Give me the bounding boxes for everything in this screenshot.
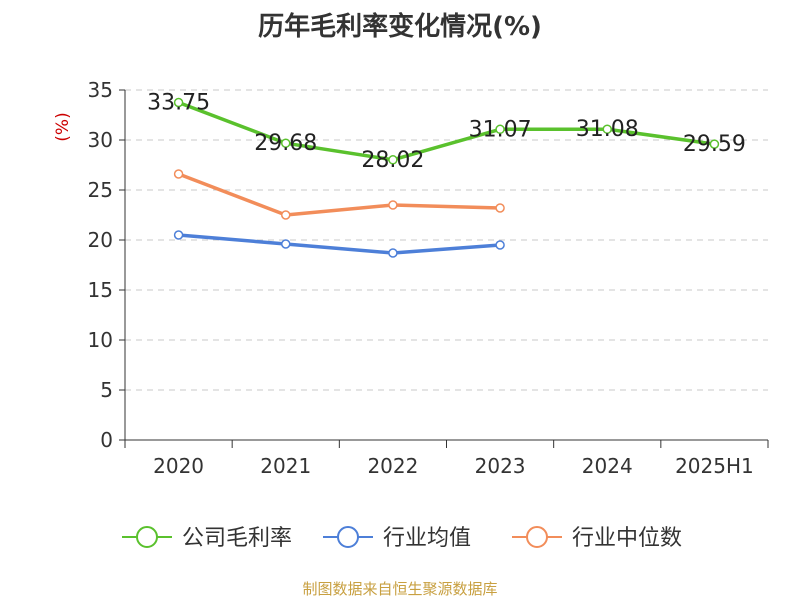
- y-tick-label: 15: [88, 278, 113, 302]
- data-point: [388, 200, 398, 210]
- data-point: [173, 97, 184, 108]
- x-tick-label: 2020: [153, 454, 204, 478]
- data-labels: 33.75 29.68 28.02 31.07 31.08 29.59: [147, 91, 746, 173]
- data-label: 31.08: [576, 117, 639, 142]
- x-tick-label: 2025H1: [675, 454, 754, 478]
- y-tick-label: 20: [88, 228, 113, 252]
- data-point: [602, 124, 612, 134]
- data-label: 31.07: [469, 117, 532, 142]
- data-point: [281, 239, 291, 249]
- data-label: 28.02: [361, 148, 424, 173]
- data-point: [709, 139, 720, 149]
- axes: 0 5 10 15 20 25 30 35 2020 2021 2022 2023 2024 2025H1…: [53, 78, 769, 478]
- legend-marker: [526, 526, 548, 548]
- legend-label: 行业均值: [383, 526, 471, 551]
- data-point: [495, 203, 505, 213]
- x-tick-label: 2023: [475, 454, 526, 478]
- legend-item[interactable]: 行业中位数: [512, 526, 682, 551]
- data-label: 29.59: [683, 132, 746, 157]
- series-line: [177, 172, 501, 217]
- legend-item[interactable]: 行业均值: [323, 526, 471, 551]
- data-point: [281, 138, 291, 148]
- x-tick-label: 2022: [367, 454, 418, 478]
- x-tick-label: 2021: [260, 454, 311, 478]
- series-line: [177, 100, 715, 162]
- y-axis-label: (%): [53, 112, 73, 141]
- data-label: 33.75: [147, 91, 210, 116]
- legend[interactable]: 公司毛利率 行业均值 行业中位数: [122, 526, 682, 551]
- series-lines: [173, 97, 720, 258]
- y-tick-label: 25: [88, 178, 113, 202]
- legend-label: 公司毛利率: [182, 526, 292, 551]
- data-point: [495, 240, 505, 250]
- x-tick-label: 2024: [582, 454, 633, 478]
- legend-label: 行业中位数: [572, 526, 682, 551]
- data-point: [388, 248, 398, 258]
- legend-marker: [136, 526, 158, 548]
- source-note: 制图数据来自恒生聚源数据库: [302, 580, 498, 598]
- y-tick-label: 5: [100, 378, 113, 402]
- y-tick-label: 10: [88, 328, 113, 352]
- chart-title: 历年毛利率变化情况(%): [258, 12, 542, 42]
- y-tick-label: 35: [88, 78, 113, 102]
- data-label: 29.68: [254, 131, 317, 156]
- data-point: [388, 155, 398, 165]
- series-line: [178, 233, 501, 255]
- legend-marker: [337, 526, 359, 548]
- data-point: [281, 210, 291, 220]
- y-tick-label: 30: [88, 128, 113, 152]
- data-point: [173, 169, 184, 179]
- legend-item[interactable]: 公司毛利率: [122, 526, 292, 551]
- gridlines: [125, 89, 768, 391]
- y-tick-label: 0: [100, 428, 113, 452]
- data-point: [173, 230, 184, 240]
- data-point: [495, 124, 505, 135]
